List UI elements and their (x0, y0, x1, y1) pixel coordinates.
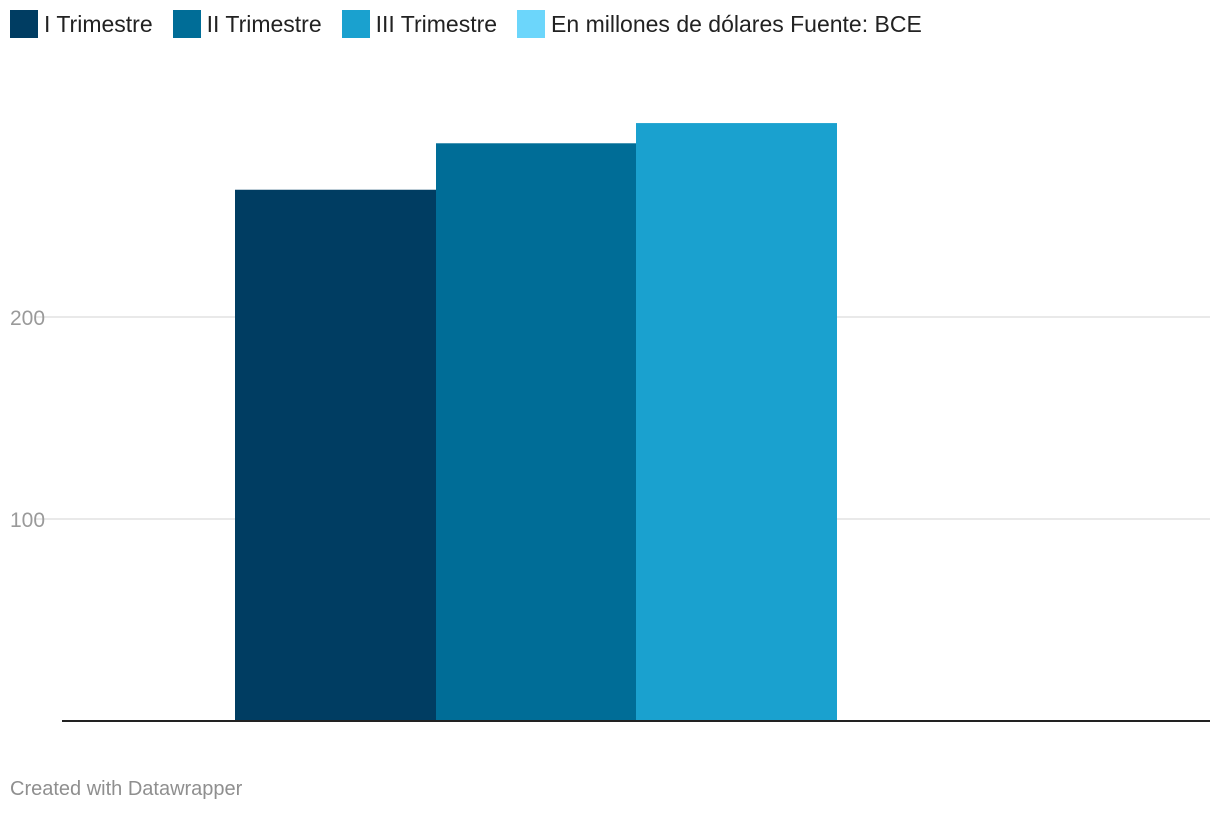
legend-item-ii-trimestre: II Trimestre (172, 10, 322, 38)
legend-item-i-trimestre: I Trimestre (10, 10, 153, 38)
legend-label: En millones de dólares Fuente: BCE (551, 10, 922, 37)
bar-ii-trimestre (436, 143, 637, 721)
legend-label: II Trimestre (206, 10, 322, 37)
legend: I Trimestre II Trimestre III Trimestre E… (10, 10, 942, 38)
y-tick-label: 200 (10, 307, 45, 330)
legend-swatch (341, 10, 370, 38)
legend-swatch (517, 10, 546, 38)
y-tick-label: 100 (10, 509, 45, 532)
legend-item-source-note: En millones de dólares Fuente: BCE (517, 10, 922, 38)
legend-label: III Trimestre (375, 10, 498, 37)
legend-label: I Trimestre (44, 10, 153, 37)
legend-swatch (10, 10, 38, 38)
credit-text: Created with Datawrapper (10, 778, 243, 800)
legend-swatch (172, 10, 201, 38)
legend-item-iii-trimestre: III Trimestre (341, 10, 498, 38)
bar-i-trimestre (235, 189, 436, 722)
bar-iii-trimestre (636, 123, 837, 721)
